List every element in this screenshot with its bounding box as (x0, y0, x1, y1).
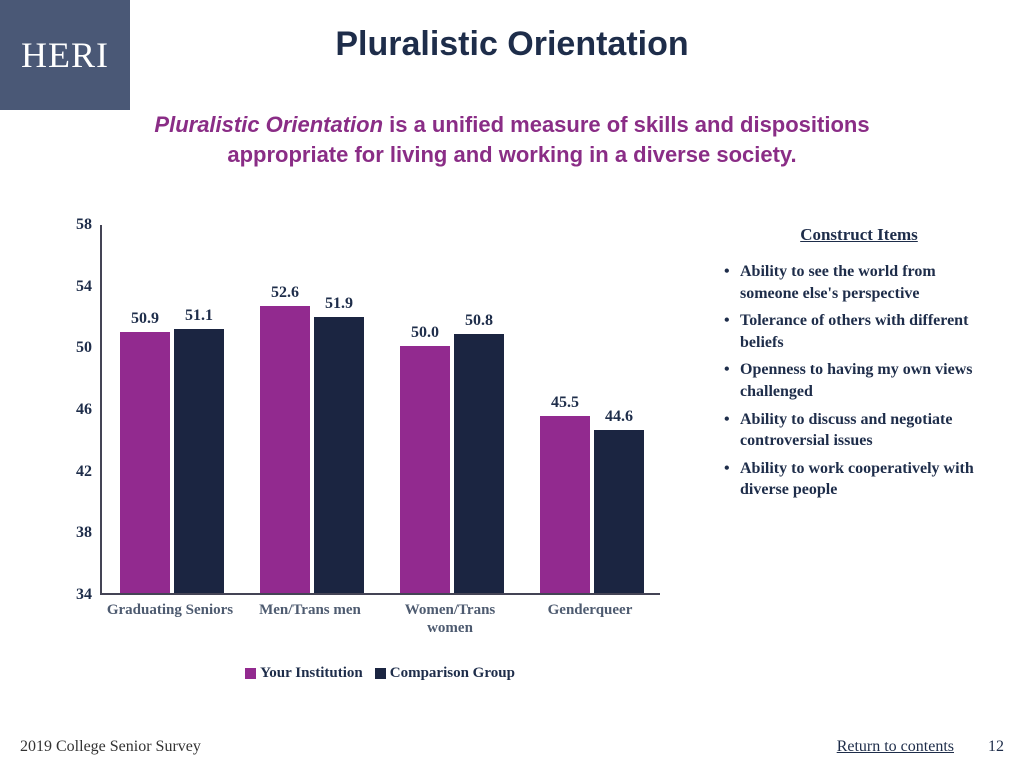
y-tick-label: 38 (76, 524, 92, 542)
bar: 52.6 (260, 306, 310, 593)
legend-item: Comparison Group (375, 665, 515, 682)
construct-item: Tolerance of others with different belie… (724, 310, 994, 353)
bar-value-label: 50.8 (454, 312, 504, 330)
x-category-label: Genderqueer (520, 601, 660, 619)
bar-value-label: 51.9 (314, 295, 364, 313)
x-category-label: Women/Trans women (380, 601, 520, 637)
legend-label: Your Institution (260, 665, 363, 681)
construct-item: Ability to work cooperatively with diver… (724, 458, 994, 501)
chart-plot-area: 3438424650545850.951.152.651.950.050.845… (100, 225, 660, 595)
construct-item: Openness to having my own views challeng… (724, 359, 994, 402)
y-tick-label: 54 (76, 278, 92, 296)
x-category-label: Graduating Seniors (100, 601, 240, 619)
bar-chart: 3438424650545850.951.152.651.950.050.845… (40, 225, 680, 685)
construct-items-title: Construct Items (724, 225, 994, 245)
x-category-label: Men/Trans men (240, 601, 380, 619)
footer-survey-name: 2019 College Senior Survey (20, 738, 201, 756)
return-to-contents-link[interactable]: Return to contents (837, 738, 954, 756)
legend-swatch (375, 668, 386, 679)
page-number: 12 (988, 738, 1004, 756)
y-tick-label: 42 (76, 463, 92, 481)
y-tick-label: 34 (76, 586, 92, 604)
construct-items-list: Ability to see the world from someone el… (724, 261, 994, 501)
bar-value-label: 51.1 (174, 307, 224, 325)
bar-value-label: 45.5 (540, 394, 590, 412)
y-tick-label: 46 (76, 401, 92, 419)
y-tick-label: 58 (76, 216, 92, 234)
bar-value-label: 52.6 (260, 284, 310, 302)
bar: 51.9 (314, 317, 364, 593)
bar-value-label: 44.6 (594, 408, 644, 426)
legend-item: Your Institution (245, 665, 363, 682)
page-subtitle: Pluralistic Orientation is a unified mea… (100, 110, 924, 169)
construct-item: Ability to see the world from someone el… (724, 261, 994, 304)
bar: 51.1 (174, 329, 224, 593)
bar: 50.0 (400, 346, 450, 593)
page-footer: 2019 College Senior Survey Return to con… (20, 732, 1004, 756)
bar-value-label: 50.9 (120, 310, 170, 328)
bar: 50.8 (454, 334, 504, 593)
bar: 44.6 (594, 430, 644, 593)
construct-items-box: Construct Items Ability to see the world… (724, 225, 994, 507)
y-tick-label: 50 (76, 339, 92, 357)
legend-label: Comparison Group (390, 665, 515, 681)
legend-swatch (245, 668, 256, 679)
bar: 45.5 (540, 416, 590, 593)
page-title: Pluralistic Orientation (0, 25, 1024, 64)
bar: 50.9 (120, 332, 170, 593)
chart-legend: Your Institution Comparison Group (100, 665, 660, 682)
subtitle-italic: Pluralistic Orientation (154, 112, 383, 137)
construct-item: Ability to discuss and negotiate controv… (724, 409, 994, 452)
bar-value-label: 50.0 (400, 324, 450, 342)
